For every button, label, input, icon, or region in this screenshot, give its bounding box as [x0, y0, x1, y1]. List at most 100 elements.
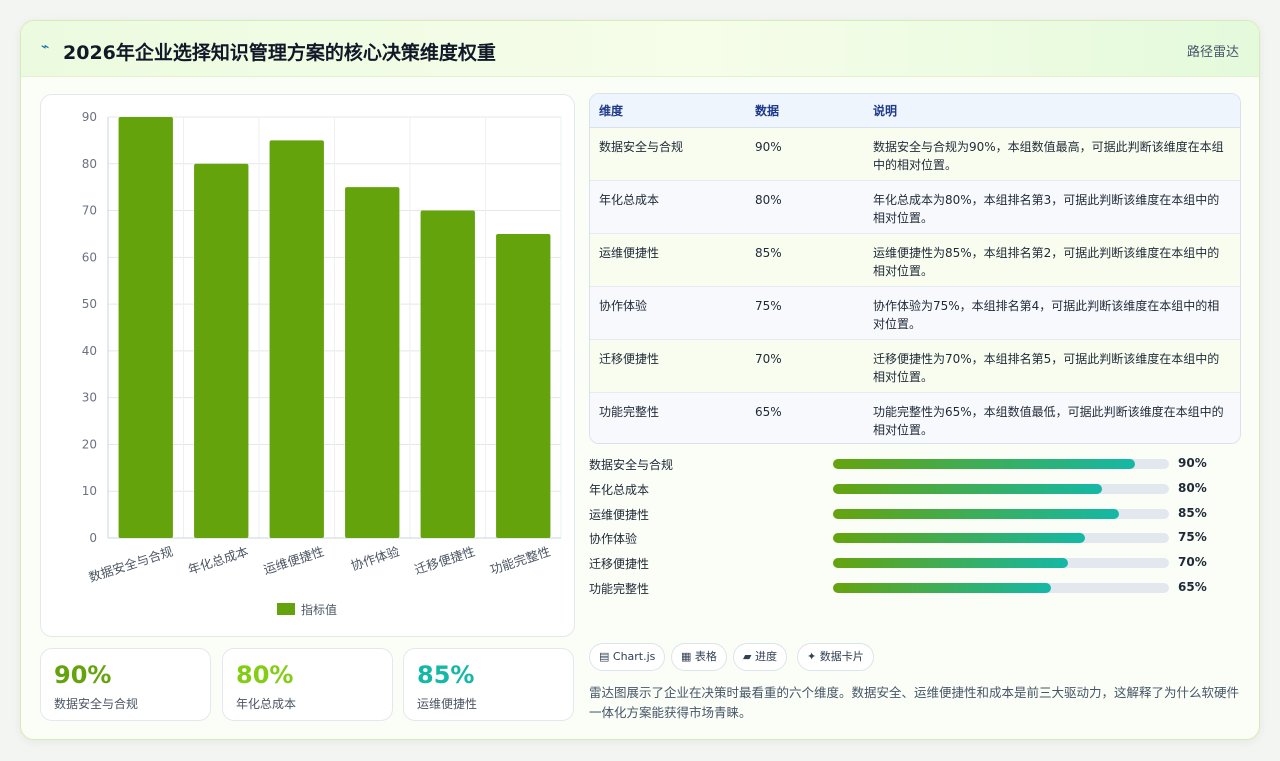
y-tick-label: 20: [82, 437, 97, 451]
progress-track: [833, 483, 1169, 494]
column-header: 数据: [746, 94, 864, 128]
y-tick-label: 60: [82, 250, 97, 264]
progress-label: 迁移便捷性: [589, 557, 650, 572]
stat-value: 90%: [54, 661, 112, 689]
progress-row: 迁移便捷性 70%: [589, 552, 1249, 572]
table-cell: 运维便捷性为85%，本组排名第2，可据此判断该维度在本组中的相对位置。: [864, 233, 1240, 287]
progress-label: 数据安全与合规: [589, 458, 674, 472]
table-row: 数据安全与合规 90% 数据安全与合规为90%，本组数值最高，可据此判断该维度在…: [590, 127, 1240, 181]
dashboard-card: ⌁ 2026年企业选择知识管理方案的核心决策维度权重 路径雷达 0 10 20 30 4…: [20, 20, 1260, 740]
table-header-row: 维度 数据 说明: [590, 94, 1240, 128]
table-row: 运维便捷性 85% 运维便捷性为85%，本组排名第2，可据此判断该维度在本组中的…: [590, 233, 1240, 287]
stat-value: 80%: [236, 661, 294, 689]
bar: [269, 140, 324, 538]
progress-track: [833, 558, 1169, 569]
progress-fill: [833, 459, 1136, 469]
progress-value: 75%: [1178, 530, 1207, 545]
table-cell: 数据安全与合规: [590, 127, 746, 181]
progress-track: [833, 459, 1169, 469]
progress-fill: [833, 483, 1102, 494]
column-header: 维度: [590, 94, 746, 128]
bar: [118, 117, 173, 538]
progress-track: [833, 508, 1169, 519]
table-cell: 功能完整性为65%，本组数值最低，可据此判断该维度在本组中的相对位置。: [864, 392, 1240, 443]
summary-note: 雷达图展示了企业在决策时最看重的六个维度。数据安全、运维便捷性和成本是前三大驱动…: [589, 685, 1240, 720]
x-tick-label: 迁移便捷性: [413, 544, 477, 578]
sparkle-chip[interactable]: ✦ 数据卡片: [797, 643, 874, 671]
legend-swatch: [277, 603, 295, 615]
stat-card: 80% 年化总成本: [222, 648, 393, 721]
stat-label: 年化总成本: [236, 697, 297, 711]
legend-label: 指标值: [301, 602, 337, 617]
stat-card: 85% 运维便捷性: [403, 648, 574, 721]
stat-label: 数据安全与合规: [54, 697, 139, 711]
x-tick-label: 数据安全与合规: [87, 544, 175, 585]
table-row: 协作体验 75% 协作体验为75%，本组排名第4，可据此判断该维度在本组中的相对…: [590, 286, 1240, 340]
y-tick-label: 50: [82, 297, 97, 311]
progress-row: 协作体验 75%: [589, 527, 1249, 547]
table-cell: 年化总成本为80%，本组排名第3，可据此判断该维度在本组中的相对位置。: [864, 180, 1240, 234]
table-cell: 90%: [746, 127, 864, 181]
table-cell: 迁移便捷性: [590, 339, 746, 393]
progress-row: 运维便捷性 85%: [589, 503, 1249, 523]
progress-track: [833, 533, 1169, 544]
progress-value: 65%: [1178, 580, 1207, 594]
table-cell: 75%: [746, 286, 864, 340]
progress-fill: [833, 558, 1069, 569]
progress-row: 功能完整性 65%: [589, 577, 1249, 597]
table-cell: 年化总成本: [590, 180, 746, 234]
progress-value: 80%: [1178, 480, 1207, 495]
table-cell: 协作体验为75%，本组排名第4，可据此判断该维度在本组中的相对位置。: [864, 286, 1240, 340]
bar-chart-svg: 0 10 20 30 40 50 60 70 80 90 数据安全与合规 年化总成本 运维便捷性 协作体验…: [82, 110, 562, 617]
progress-label: 年化总成本: [589, 482, 650, 497]
y-tick-label: 30: [82, 391, 97, 405]
column-header: 说明: [864, 94, 1240, 128]
bar: [194, 163, 249, 538]
table-cell: 85%: [746, 233, 864, 287]
data-table: 维度 数据 说明 数据安全与合规 90% 数据安全与合规为90%，本组数值最高，…: [589, 93, 1241, 444]
x-tick-label: 功能完整性: [488, 544, 552, 578]
progress-chip[interactable]: ▰ 进度: [733, 643, 787, 671]
x-tick-label: 协作体验: [349, 543, 402, 573]
table-cell: 运维便捷性: [590, 233, 746, 287]
y-tick-label: 10: [82, 484, 97, 498]
progress-label: 协作体验: [589, 532, 638, 547]
table-row: 迁移便捷性 70% 迁移便捷性为70%，本组排名第5，可据此判断该维度在本组中的…: [590, 339, 1240, 393]
progress-row: 数据安全与合规 90%: [589, 453, 1249, 473]
header: ⌁ 2026年企业选择知识管理方案的核心决策维度权重 路径雷达: [21, 21, 1259, 77]
x-tick-label: 运维便捷性: [262, 544, 326, 578]
y-tick-label: 90: [82, 110, 97, 124]
progress-value: 85%: [1178, 505, 1207, 520]
y-tick-label: 80: [82, 157, 97, 171]
stat-card: 90% 数据安全与合规: [40, 648, 211, 721]
progress-label: 运维便捷性: [589, 507, 650, 522]
progress-value: 70%: [1178, 555, 1207, 570]
y-tick-label: 0: [89, 531, 97, 545]
progress-fill: [833, 583, 1052, 593]
y-tick-label: 70: [82, 204, 97, 218]
table-cell: 数据安全与合规为90%，本组数值最高，可据此判断该维度在本组中的相对位置。: [864, 127, 1240, 181]
stat-value: 85%: [417, 661, 475, 689]
bar: [496, 233, 551, 538]
progress-label: 功能完整性: [589, 582, 650, 596]
chart-chip[interactable]: ▤ Chart.js: [589, 643, 666, 671]
progress-track: [833, 583, 1169, 593]
table-chip[interactable]: ▦ 表格: [671, 643, 727, 671]
page-title: 2026年企业选择知识管理方案的核心决策维度权重: [63, 42, 496, 64]
progress-fill: [833, 508, 1119, 519]
table-cell: 协作体验: [590, 286, 746, 340]
path-icon: ⌁: [41, 39, 50, 55]
x-tick-label: 年化总成本: [186, 543, 251, 577]
table-row: 功能完整性 65% 功能完整性为65%，本组数值最低，可据此判断该维度在本组中的…: [590, 392, 1240, 443]
table-cell: 65%: [746, 392, 864, 443]
progress-fill: [833, 533, 1085, 544]
progress-row: 年化总成本 80%: [589, 478, 1249, 498]
table-cell: 80%: [746, 180, 864, 234]
header-tag[interactable]: 路径雷达: [1186, 45, 1239, 60]
table-cell: 70%: [746, 339, 864, 393]
table-cell: 功能完整性: [590, 392, 746, 443]
progress-value: 90%: [1178, 456, 1207, 470]
y-tick-label: 40: [82, 344, 97, 358]
table-row: 年化总成本 80% 年化总成本为80%，本组排名第3，可据此判断该维度在本组中的…: [590, 180, 1240, 234]
bar: [345, 187, 400, 538]
